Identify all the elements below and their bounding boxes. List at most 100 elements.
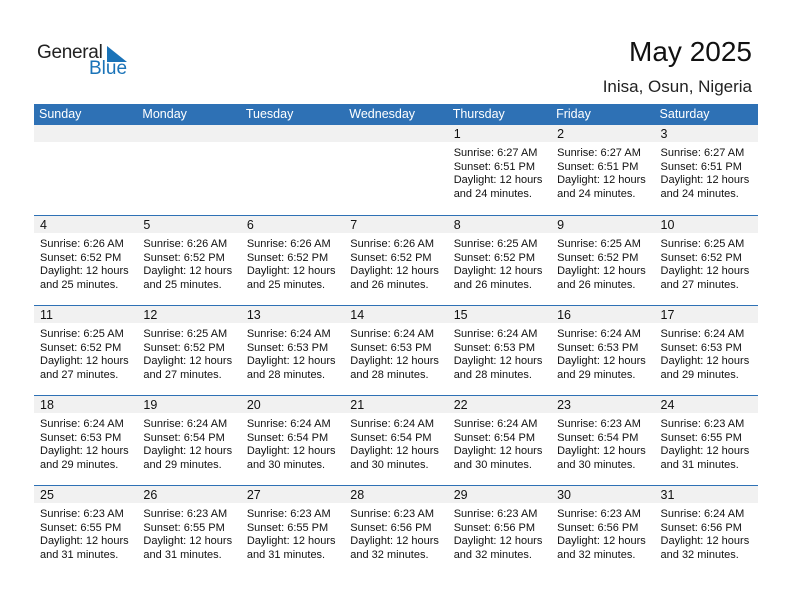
sunset-text: Sunset: 6:53 PM — [40, 431, 122, 444]
day-info: Sunrise: 6:24 AM Sunset: 6:53 PM Daylight:… — [241, 323, 344, 382]
sunrise-text: Sunrise: 6:23 AM — [143, 508, 228, 520]
sunrise-text: Sunrise: 6:24 AM — [660, 508, 745, 520]
sunset-text: Sunset: 6:53 PM — [557, 341, 639, 354]
daylight2-text: and 30 minutes. — [453, 458, 532, 471]
sunset-text: Sunset: 6:54 PM — [453, 431, 536, 444]
sunrise-text: Sunrise: 6:25 AM — [143, 328, 228, 340]
week-row: 11 Sunrise: 6:25 AM Sunset: 6:52 PM Dayligh… — [34, 305, 758, 395]
day-info: Sunrise: 6:26 AM Sunset: 6:52 PM Daylight:… — [137, 233, 240, 292]
sunset-text: Sunset: 6:56 PM — [350, 521, 432, 534]
day-number: 8 — [447, 216, 552, 233]
daylight1-text: Daylight: 12 hours — [246, 265, 336, 277]
sunrise-text: Sunrise: 6:25 AM — [557, 238, 641, 250]
daylight2-text: and 29 minutes. — [143, 458, 222, 471]
sunrise-text: Sunrise: 6:26 AM — [350, 238, 435, 250]
weekday-thursday: Thursday — [452, 107, 505, 121]
day-number — [137, 125, 241, 142]
daylight1-text: Daylight: 12 hours — [350, 355, 439, 367]
sunset-text: Sunset: 6:52 PM — [143, 251, 225, 264]
day-info: Sunrise: 6:23 AM Sunset: 6:55 PM Daylight:… — [241, 503, 344, 562]
weekday-saturday: Saturday — [659, 107, 710, 121]
day-number: 26 — [137, 486, 241, 503]
daylight1-text: Daylight: 12 hours — [453, 535, 543, 547]
day-cell: 7 Sunrise: 6:26 AM Sunset: 6:52 PM Daylight… — [344, 216, 448, 305]
day-number — [34, 125, 138, 142]
logo-triangle-icon — [107, 46, 127, 62]
day-info: Sunrise: 6:23 AM Sunset: 6:56 PM Daylight:… — [448, 503, 551, 562]
daylight2-text: and 31 minutes. — [660, 458, 739, 471]
weekday-friday: Friday — [556, 107, 591, 121]
daylight2-text: and 28 minutes. — [453, 368, 532, 381]
day-cell: 26 Sunrise: 6:23 AM Sunset: 6:55 PM Dayligh… — [137, 486, 241, 575]
sunrise-text: Sunrise: 6:25 AM — [660, 238, 745, 250]
sunset-text: Sunset: 6:51 PM — [660, 160, 742, 173]
daylight1-text: Daylight: 12 hours — [453, 355, 543, 367]
sunrise-text: Sunrise: 6:23 AM — [40, 508, 124, 520]
day-number: 30 — [551, 486, 655, 503]
daylight2-text: and 29 minutes. — [557, 368, 636, 381]
daylight1-text: Daylight: 12 hours — [246, 355, 336, 367]
weekday-monday: Monday — [142, 107, 187, 121]
day-info: Sunrise: 6:24 AM Sunset: 6:56 PM Daylight:… — [655, 503, 758, 562]
sunrise-text: Sunrise: 6:26 AM — [246, 238, 331, 250]
sunset-text: Sunset: 6:56 PM — [660, 521, 742, 534]
sunrise-text: Sunrise: 6:23 AM — [246, 508, 331, 520]
week-row: 25 Sunrise: 6:23 AM Sunset: 6:55 PM Dayligh… — [34, 485, 758, 575]
day-number: 23 — [551, 396, 655, 413]
sunset-text: Sunset: 6:55 PM — [143, 521, 225, 534]
day-cell: 28 Sunrise: 6:23 AM Sunset: 6:56 PM Dayligh… — [344, 486, 448, 575]
daylight2-text: and 32 minutes. — [453, 548, 532, 561]
day-number: 25 — [34, 486, 138, 503]
sunrise-text: Sunrise: 6:24 AM — [40, 418, 124, 430]
day-cell: 9 Sunrise: 6:25 AM Sunset: 6:52 PM Daylight… — [551, 216, 655, 305]
sunset-text: Sunset: 6:54 PM — [143, 431, 225, 444]
day-cell: 2 Sunrise: 6:27 AM Sunset: 6:51 PM Daylight… — [551, 125, 655, 215]
sunrise-text: Sunrise: 6:24 AM — [246, 418, 331, 430]
day-cell: 22 Sunrise: 6:24 AM Sunset: 6:54 PM Dayligh… — [447, 396, 552, 485]
daylight2-text: and 30 minutes. — [557, 458, 636, 471]
day-cell: 8 Sunrise: 6:25 AM Sunset: 6:52 PM Daylight… — [447, 216, 552, 305]
daylight1-text: Daylight: 12 hours — [350, 265, 439, 277]
day-info: Sunrise: 6:23 AM Sunset: 6:55 PM Daylight:… — [34, 503, 137, 562]
daylight2-text: and 31 minutes. — [143, 548, 222, 561]
daylight1-text: Daylight: 12 hours — [557, 445, 646, 457]
daylight1-text: Daylight: 12 hours — [557, 355, 646, 367]
daylight1-text: Daylight: 12 hours — [246, 535, 336, 547]
week-row: 1 Sunrise: 6:27 AM Sunset: 6:51 PM Daylight… — [34, 125, 758, 215]
day-info: Sunrise: 6:25 AM Sunset: 6:52 PM Daylight:… — [137, 323, 240, 382]
day-number — [344, 125, 448, 142]
sunrise-text: Sunrise: 6:27 AM — [660, 147, 745, 159]
sunset-text: Sunset: 6:52 PM — [453, 251, 536, 264]
day-info: Sunrise: 6:24 AM Sunset: 6:54 PM Daylight:… — [448, 413, 551, 472]
day-number: 9 — [551, 216, 655, 233]
daylight1-text: Daylight: 12 hours — [660, 445, 750, 457]
daylight2-text: and 25 minutes. — [143, 278, 222, 291]
day-number: 20 — [240, 396, 345, 413]
week-row: 18 Sunrise: 6:24 AM Sunset: 6:53 PM Dayligh… — [34, 395, 758, 485]
daylight1-text: Daylight: 12 hours — [453, 445, 543, 457]
day-cell: 6 Sunrise: 6:26 AM Sunset: 6:52 PM Daylight… — [240, 216, 345, 305]
daylight2-text: and 32 minutes. — [557, 548, 636, 561]
week-row: 4 Sunrise: 6:26 AM Sunset: 6:52 PM Daylight… — [34, 215, 758, 305]
weekday-sunday: Sunday — [39, 107, 82, 121]
sunrise-text: Sunrise: 6:27 AM — [453, 147, 538, 159]
empty-cell — [34, 125, 138, 215]
day-info: Sunrise: 6:24 AM Sunset: 6:54 PM Daylight:… — [344, 413, 447, 472]
day-info: Sunrise: 6:24 AM Sunset: 6:53 PM Daylight:… — [448, 323, 551, 382]
day-number: 21 — [344, 396, 448, 413]
sunrise-text: Sunrise: 6:23 AM — [350, 508, 435, 520]
day-info: Sunrise: 6:24 AM Sunset: 6:53 PM Daylight:… — [344, 323, 447, 382]
daylight1-text: Daylight: 12 hours — [557, 535, 646, 547]
sunset-text: Sunset: 6:52 PM — [143, 341, 225, 354]
daylight1-text: Daylight: 12 hours — [143, 355, 233, 367]
logo-blue-text: Blue — [89, 58, 128, 79]
day-number: 7 — [344, 216, 448, 233]
weekday-wednesday: Wednesday — [349, 107, 416, 121]
daylight1-text: Daylight: 12 hours — [246, 445, 336, 457]
sunrise-text: Sunrise: 6:23 AM — [557, 418, 641, 430]
day-cell: 27 Sunrise: 6:23 AM Sunset: 6:55 PM Dayligh… — [240, 486, 345, 575]
sunset-text: Sunset: 6:53 PM — [246, 341, 329, 354]
day-cell: 1 Sunrise: 6:27 AM Sunset: 6:51 PM Daylight… — [447, 125, 552, 215]
day-cell: 31 Sunrise: 6:24 AM Sunset: 6:56 PM Dayligh… — [654, 486, 758, 575]
daylight1-text: Daylight: 12 hours — [350, 535, 439, 547]
